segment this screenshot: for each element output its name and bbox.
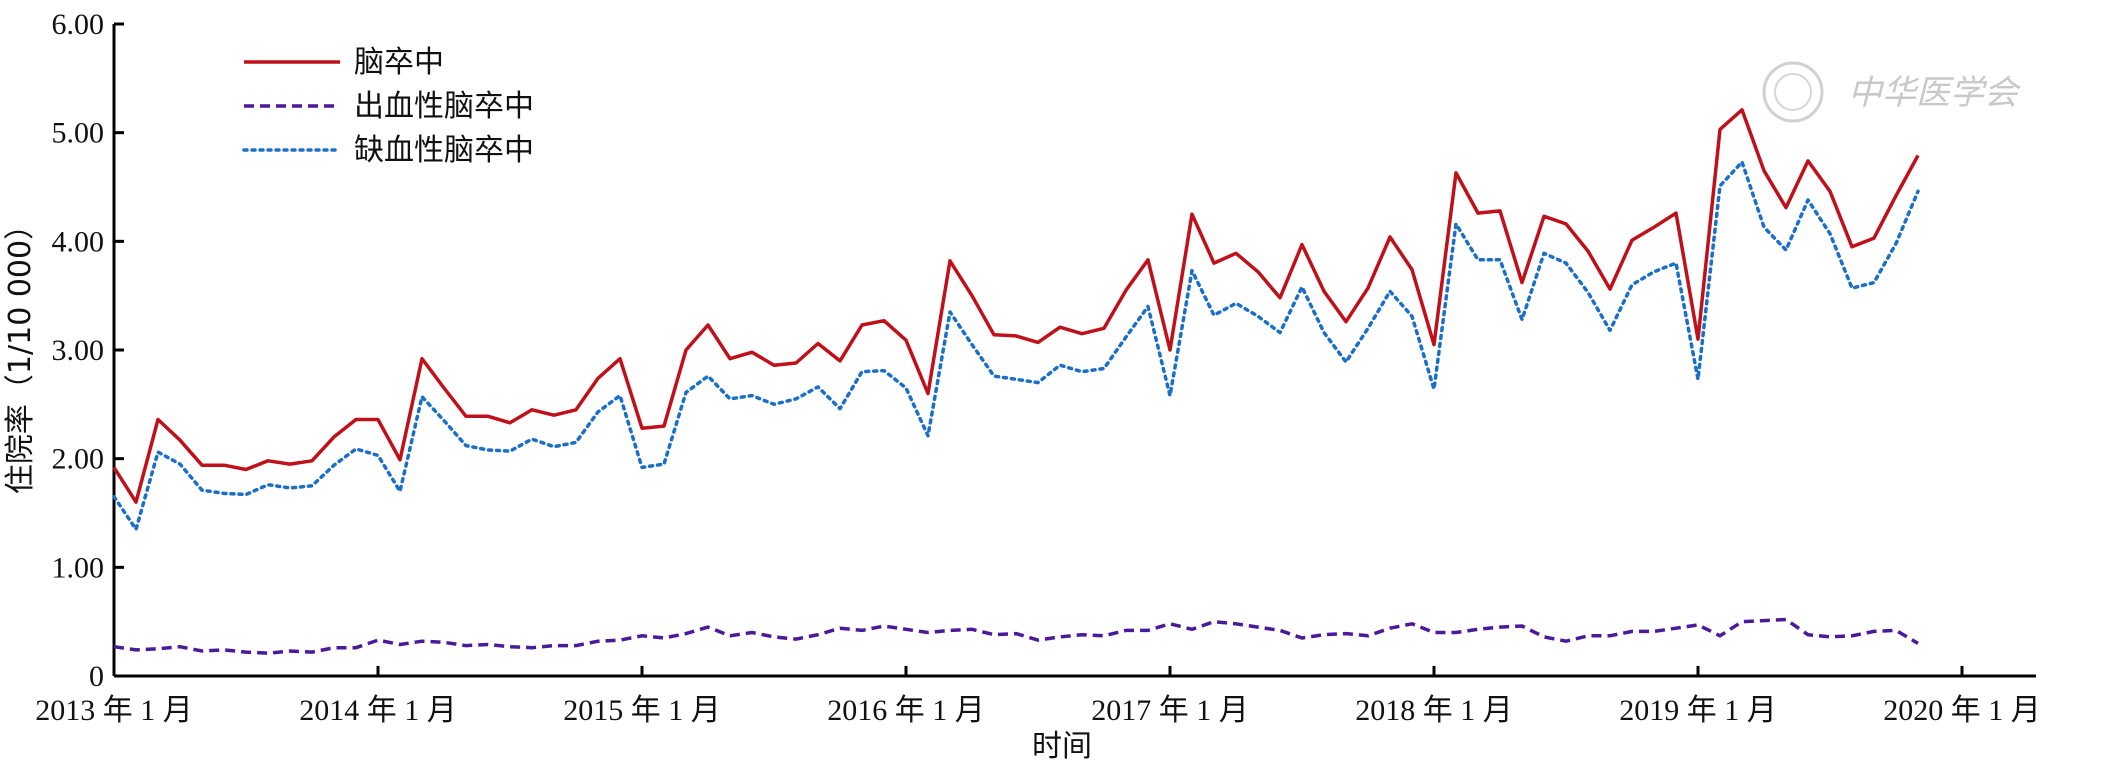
watermark-seal-inner-icon [1774, 73, 1812, 111]
legend-label: 出血性脑卒中 [354, 89, 534, 124]
x-tick-label: 2015 年 1 月 [563, 694, 721, 727]
y-tick-label: 4.00 [52, 225, 105, 258]
x-tick-label: 2020 年 1 月 [1883, 694, 2041, 727]
x-axis-title: 时间 [1032, 729, 1092, 764]
x-tick-label: 2017 年 1 月 [1091, 694, 1249, 727]
series-line-2 [113, 617, 1919, 655]
y-tick-label: 0 [89, 660, 104, 693]
y-tick-label: 2.00 [52, 443, 105, 476]
watermark-seal-icon [1762, 61, 1824, 123]
series-line-3 [112, 160, 1920, 532]
legend-label: 缺血性脑卒中 [354, 133, 534, 168]
y-tick-label: 1.00 [52, 551, 105, 584]
y-tick-label: 3.00 [52, 334, 105, 367]
x-tick-label: 2018 年 1 月 [1355, 694, 1513, 727]
watermark-text: 中华医学会 [1848, 73, 2022, 113]
x-tick-label: 2016 年 1 月 [827, 694, 985, 727]
y-tick-label: 5.00 [52, 117, 105, 150]
y-axis-title: 住院率（1/10 000） [3, 210, 38, 494]
x-tick-label: 2013 年 1 月 [35, 694, 193, 727]
series-line-1 [112, 108, 1920, 504]
y-ticks: 0 1.00 2.00 3.00 4.00 5.00 6.00 [52, 8, 124, 693]
x-tick-label: 2014 年 1 月 [299, 694, 457, 727]
watermark: 中华医学会 [1762, 61, 2022, 123]
y-tick-label: 6.00 [52, 8, 105, 41]
x-tick-label: 2019 年 1 月 [1619, 694, 1777, 727]
x-ticks: 2013 年 1 月 2014 年 1 月 2015 年 1 月 2016 年 1 月… [35, 666, 2041, 727]
series-group [112, 108, 1920, 655]
legend-label: 脑卒中 [354, 45, 444, 80]
